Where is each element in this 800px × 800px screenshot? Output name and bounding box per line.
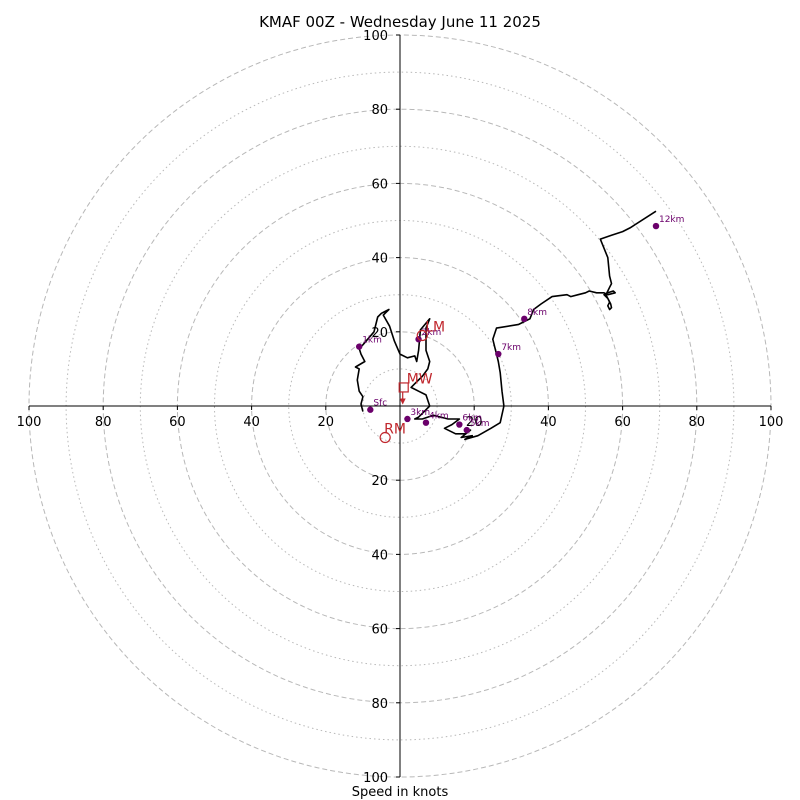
- x-tick-label: 20: [466, 415, 483, 430]
- y-tick-label: 60: [371, 623, 388, 638]
- height-label-7km: 7km: [501, 343, 521, 353]
- height-label-sfc: Sfc: [373, 399, 387, 409]
- storm-motion-markers: LM MW RM: [379, 320, 445, 444]
- y-tick-label: 20: [371, 326, 388, 341]
- height-label-3km: 3km: [410, 408, 430, 418]
- x-tick-label: 100: [759, 415, 784, 430]
- x-axis-label: Speed in knots: [352, 785, 449, 800]
- x-tick-label: 100: [17, 415, 42, 430]
- axes: [29, 35, 771, 777]
- y-tick-label: 60: [371, 177, 388, 192]
- height-label-8km: 8km: [527, 308, 547, 318]
- x-tick-label: 40: [243, 415, 260, 430]
- x-tick-label: 80: [689, 415, 706, 430]
- y-tick-label: 20: [371, 474, 388, 489]
- height-label-6km: 6km: [462, 414, 482, 424]
- height-label-5km: 5km: [470, 419, 490, 429]
- height-marker-3km: [404, 415, 411, 423]
- storm-label-lm: LM: [425, 320, 445, 336]
- y-tick-label: 100: [363, 771, 388, 786]
- tick-labels: 100 80 60 40 20 20 40 60 80 100 100 80 60 40 20 20 40 60 8…: [17, 29, 784, 786]
- storm-marker-lm: [416, 329, 428, 342]
- height-marker-6km: [456, 421, 463, 428]
- x-tick-label: 40: [540, 415, 557, 430]
- height-marker-8km: [521, 315, 528, 323]
- y-tick-label: 40: [371, 252, 388, 267]
- height-marker-1km: [355, 343, 363, 350]
- x-tick-label: 80: [95, 415, 112, 430]
- y-tick-label: 100: [363, 29, 388, 44]
- height-marker-12km: [652, 222, 660, 230]
- height-marker-7km: [495, 350, 502, 358]
- hodograph-trace: [354, 210, 657, 441]
- height-marker-sfc: [367, 406, 374, 413]
- height-label-12km: 12km: [659, 215, 684, 225]
- height-label-1km: 1km: [362, 336, 382, 346]
- chart-title: KMAF 00Z - Wednesday June 11 2025: [259, 13, 541, 31]
- height-marker-5km: [463, 426, 470, 434]
- y-tick-label: 80: [371, 103, 388, 118]
- x-tick-label: 20: [318, 415, 335, 430]
- storm-label-rm: RM: [384, 422, 406, 438]
- height-label-2km: 2km: [422, 328, 442, 338]
- storm-marker-mw: [398, 382, 409, 393]
- x-tick-label: 60: [169, 415, 186, 430]
- y-tick-label: 40: [371, 548, 388, 563]
- storm-marker-rm: [379, 431, 391, 444]
- height-label-4km: 4km: [429, 412, 449, 422]
- storm-label-mw: MW: [407, 371, 433, 387]
- x-tick-label: 60: [614, 415, 631, 430]
- mean-wind-arrowhead: [399, 398, 406, 405]
- height-marker-4km: [422, 419, 430, 426]
- y-tick-label: 80: [371, 697, 388, 712]
